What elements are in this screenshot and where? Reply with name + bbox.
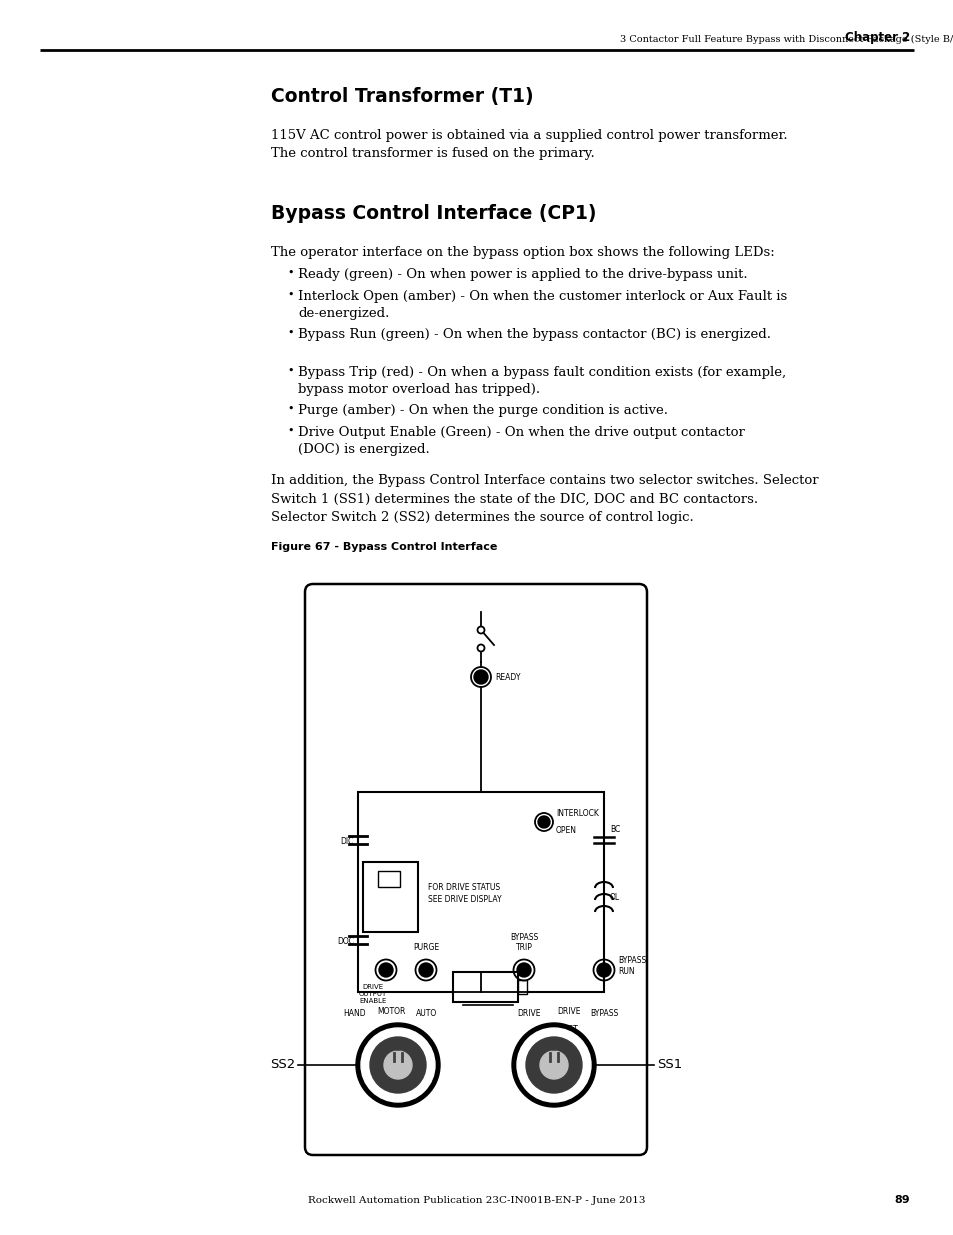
Text: Chapter 2: Chapter 2 [843,31,909,44]
Circle shape [370,1037,426,1093]
Circle shape [512,1023,596,1107]
Text: AUTO: AUTO [416,1009,437,1018]
Text: DRIVE
OUTPUT
ENABLE: DRIVE OUTPUT ENABLE [358,984,387,1004]
Circle shape [378,963,393,977]
Text: Drive Output Enable (Green) - On when the drive output contactor
(DOC) is energi: Drive Output Enable (Green) - On when th… [297,426,744,457]
Circle shape [418,963,433,977]
Text: MOTOR: MOTOR [461,983,499,992]
Text: Interlock Open (amber) - On when the customer interlock or Aux Fault is
de-energ: Interlock Open (amber) - On when the cus… [297,290,786,321]
Circle shape [525,1037,581,1093]
Text: SS2: SS2 [270,1058,294,1072]
Circle shape [517,963,531,977]
Bar [363,862,417,932]
Circle shape [477,645,484,652]
Circle shape [355,1023,439,1107]
Text: READY: READY [495,673,520,682]
Bar [453,972,518,1002]
Text: Ready (green) - On when power is applied to the drive-bypass unit.: Ready (green) - On when power is applied… [297,268,747,282]
Text: INTERLOCK: INTERLOCK [556,809,598,818]
Text: BYPASS
TRIP: BYPASS TRIP [509,932,537,952]
Text: •: • [287,404,294,414]
Bar [357,792,603,992]
Text: BC: BC [609,825,619,834]
Text: Figure 67 - Bypass Control Interface: Figure 67 - Bypass Control Interface [271,542,497,552]
Text: OPEN: OPEN [556,826,577,835]
FancyBboxPatch shape [305,584,646,1155]
Text: •: • [287,268,294,278]
Text: DRIVE: DRIVE [557,1007,580,1016]
Text: 89: 89 [893,1195,909,1205]
Text: 115V AC control power is obtained via a supplied control power transformer.
The : 115V AC control power is obtained via a … [271,128,787,161]
Text: •: • [287,290,294,300]
Circle shape [597,963,610,977]
Text: The operator interface on the bypass option box shows the following LEDs:: The operator interface on the bypass opt… [271,246,774,259]
Text: •: • [287,329,294,338]
Text: Bypass Control Interface (CP1): Bypass Control Interface (CP1) [271,204,596,224]
Circle shape [537,816,550,827]
Text: DIC: DIC [340,837,354,846]
Text: BYPASS
RUN: BYPASS RUN [618,956,645,976]
Text: SS1: SS1 [657,1058,681,1072]
Circle shape [539,1051,567,1079]
Ellipse shape [547,1042,559,1050]
Text: OL: OL [609,893,619,902]
Text: •: • [287,426,294,436]
Text: •: • [287,366,294,375]
Text: TEST: TEST [559,1025,578,1034]
Text: Bypass Run (green) - On when the bypass contactor (BC) is energized.: Bypass Run (green) - On when the bypass … [297,329,770,341]
Circle shape [474,671,488,684]
Text: OFF: OFF [383,1025,398,1034]
Bar [518,981,527,994]
Text: SEE DRIVE DISPLAY: SEE DRIVE DISPLAY [428,894,501,904]
Circle shape [360,1028,435,1102]
Text: HAND: HAND [343,1009,366,1018]
Text: PURGE: PURGE [413,944,438,952]
Text: BYPASS: BYPASS [589,1009,618,1018]
Text: DRIVE: DRIVE [517,1009,540,1018]
Circle shape [477,626,484,634]
Text: Rockwell Automation Publication 23C-IN001B-EN-P - June 2013: Rockwell Automation Publication 23C-IN00… [308,1195,645,1205]
Text: In addition, the Bypass Control Interface contains two selector switches. Select: In addition, the Bypass Control Interfac… [271,474,818,524]
Text: Bypass Trip (red) - On when a bypass fault condition exists (for example,
bypass: Bypass Trip (red) - On when a bypass fau… [297,366,785,396]
Bar [377,871,399,887]
Text: Purge (amber) - On when the purge condition is active.: Purge (amber) - On when the purge condit… [297,404,667,417]
Text: 3 Contactor Full Feature Bypass with Disconnect Package (Style B/N): 3 Contactor Full Feature Bypass with Dis… [619,35,953,44]
Text: FOR DRIVE STATUS: FOR DRIVE STATUS [428,883,499,892]
Ellipse shape [392,1042,403,1050]
Text: MOTOR: MOTOR [376,1007,405,1016]
Text: DRIVE: DRIVE [377,909,403,919]
Circle shape [384,1051,412,1079]
Text: Control Transformer (T1): Control Transformer (T1) [271,86,533,106]
Text: DOC: DOC [336,937,354,946]
Circle shape [517,1028,590,1102]
